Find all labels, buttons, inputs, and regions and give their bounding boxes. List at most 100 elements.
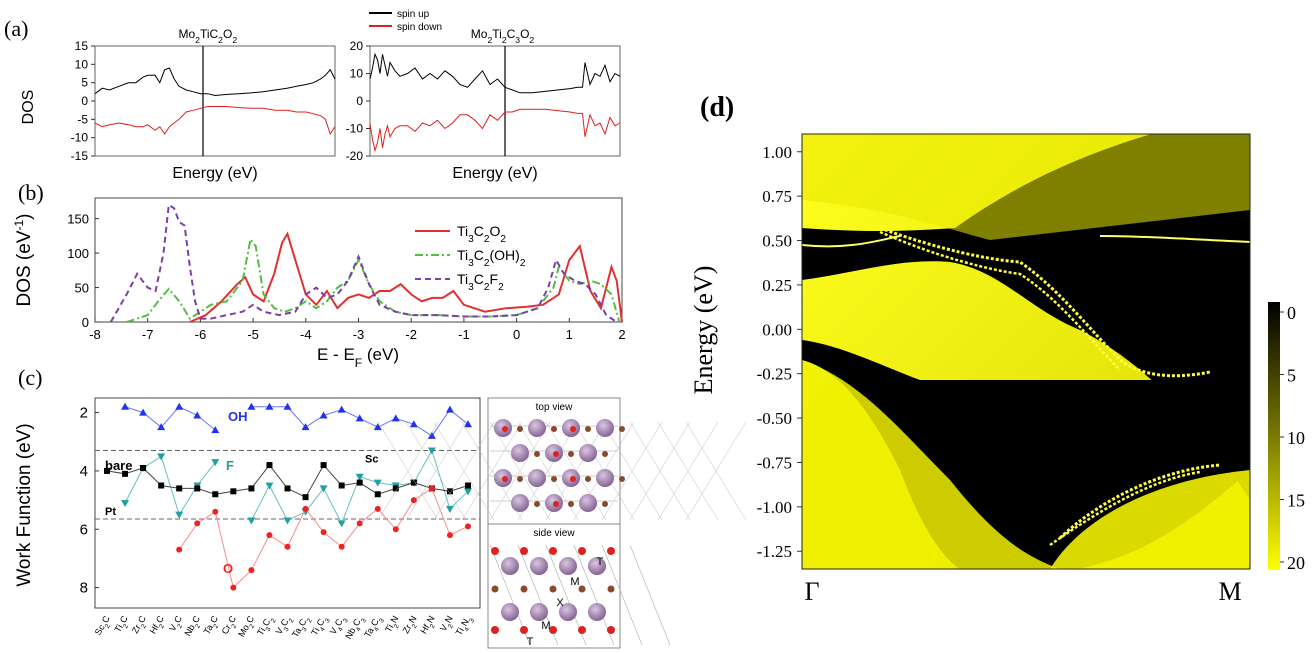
atom-small [568,451,574,457]
ytick-label: 5 [81,76,88,90]
marker-bare [302,494,309,501]
surface-state-1 [879,226,1211,378]
panel-a-title-part: 2 [195,35,200,45]
ytick-label: 0 [81,94,88,108]
ytick-label: -1.00 [757,498,792,517]
legend-label-Ti3C2(OH)2-part: 3 [468,258,474,269]
panel-a-frame [369,45,621,157]
panel-a-title: Mo2Ti2C3O2 [471,27,535,45]
legend-label-Ti3C2O2-part: 3 [468,234,474,245]
xlabel-sub: F [355,356,362,370]
marker-O [374,505,381,512]
category-label-part: 2 [212,623,220,630]
marker-O [465,523,471,530]
category-label-part: C [297,617,309,628]
ytick-label: 20 [350,39,364,53]
panel-a: DOS spin up spin down 151050-5-10-15Mo2T… [20,9,621,182]
marker-O [356,520,363,527]
marker-O [320,529,327,536]
category-label-part: 2 [269,617,277,624]
category-label: Mo2C [236,614,259,641]
atom-large [596,469,614,487]
legend-label-Ti3C2F2-part: C [474,271,484,287]
panel-a-title-part: 2 [529,35,534,45]
legend-label-Ti3C2O2-part: 2 [500,234,506,245]
atom-small [520,585,528,593]
marker-F [464,488,472,496]
category-label-part: C [100,614,112,625]
marker-O [266,532,273,539]
panel-a-title-part: Mo [178,27,195,41]
marker-O [212,508,219,515]
category-label: Zr2N [401,614,422,637]
legend-label-Ti3C2(OH)2-part: C [474,247,484,263]
lattice-line [489,421,551,521]
lattice-line [629,421,691,521]
marker-bare [356,479,363,486]
atom-large [528,419,546,437]
category-label-part: 2 [194,623,202,630]
category-label-part: Ta [362,626,375,639]
marker-OH [445,405,454,413]
marker-OH [265,402,274,410]
category-label-part: 2 [305,617,313,624]
category-label-part: 2 [287,617,295,624]
category-label-part: Nb [183,623,197,638]
category-label-part: 2 [230,623,238,630]
xtick-label: -1 [458,327,470,342]
ytick-label: -0.50 [757,409,792,428]
atom-red [578,626,586,634]
marker-F [157,453,166,461]
marker-bare [410,479,417,486]
category-label-part: Ti [309,626,321,637]
ytick-label: 4 [80,463,88,480]
colorbar-label: 15 [1287,491,1305,511]
category-label: Hf2C [148,614,169,638]
ytick-label: 100 [67,246,89,261]
category-label: Ta3C2 [290,614,314,641]
panel-label-c: (c) [18,365,42,390]
ytick-label: 0.25 [762,276,792,295]
category-label: V2C [167,614,187,635]
ytick-label: -1.25 [757,542,792,561]
legend-label-Ti3C2F2-part: 3 [468,282,474,293]
category-label-part: 4 [318,626,326,633]
category-label-part: C [315,617,327,628]
category-label-part: V [167,623,179,633]
legend-label-Ti3C2(OH)2-part: 2 [484,258,490,269]
category-label-part: V [328,626,340,636]
band-lower-yellow [802,360,1060,569]
category-label-part: C [333,617,345,628]
category-label-part: Ta [202,623,215,636]
category-label-part: N [425,614,437,625]
panel-d-xtick-gamma: Γ [804,577,819,606]
panel-b: -8 -7 -6 -5 -4 -3 -2 -1 0 1 2150100500Ti3C2O2Ti3C2… [12,197,626,370]
ytick-label: 15 [75,39,89,53]
category-label-part: 3 [360,617,368,624]
category-label: Nb2C [183,614,206,640]
category-label-part: C [279,617,291,628]
atom-small [534,451,540,457]
inset-top-title: top view [536,402,573,413]
category-label-part: 4 [355,626,363,633]
reference-label-Pt: Pt [105,506,116,518]
category-label: Zr2C [130,614,151,637]
surface-state-2 [879,230,1121,371]
inset-label-M: M [570,576,579,588]
atom-red [578,547,586,555]
xtick-label: -7 [142,327,154,342]
marker-OH [319,411,328,419]
ytick-label: -10 [71,131,89,145]
marker-bare [230,488,237,495]
lattice-line [405,421,467,521]
category-label-part: C [226,614,238,625]
lattice-line [377,421,439,521]
category-label: Cr2C [220,614,242,638]
panel-d-bands [802,134,1250,569]
legend-label-Ti3C2O2-part: C [474,223,484,239]
category-label: Ti3C2 [255,614,277,639]
xtick-label: 1 [566,327,573,342]
ylabel-tail: ) [14,213,35,219]
series-label-O: O [223,561,233,576]
